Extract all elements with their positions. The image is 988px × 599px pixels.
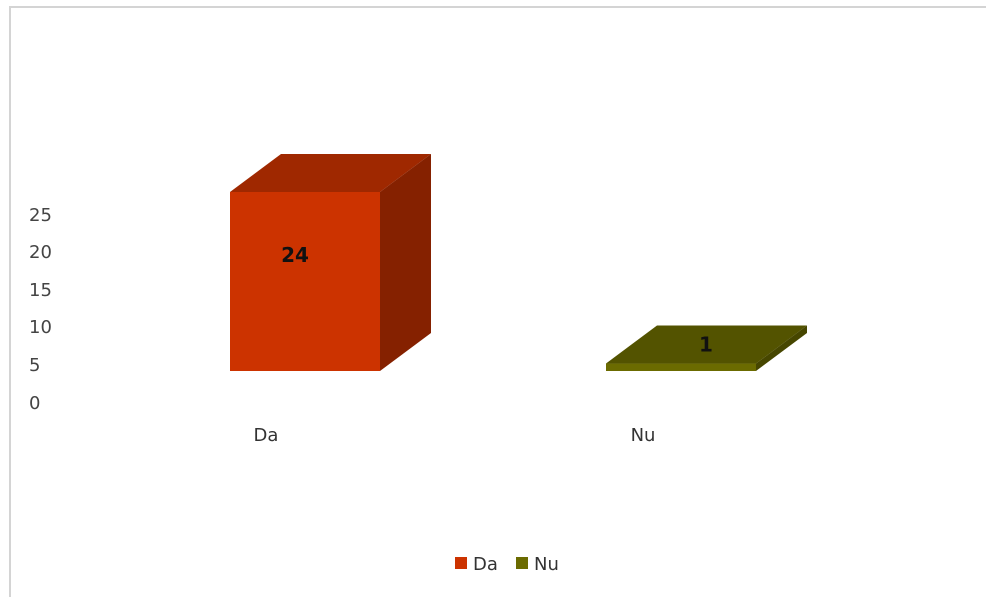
legend-label: Nu — [534, 554, 559, 575]
y-tick-label: 10 — [29, 317, 52, 338]
data-label: 1 — [699, 333, 713, 357]
legend-swatch — [455, 557, 467, 569]
chart-frame — [9, 6, 986, 597]
legend-item-nu: Nu — [516, 554, 559, 575]
bars: 24 1 — [230, 153, 807, 371]
bar-top-face — [606, 325, 807, 364]
y-tick-label: 25 — [29, 205, 52, 226]
bar-top-face — [230, 153, 431, 192]
x-axis: Da Nu — [254, 425, 656, 446]
bar-side-face — [380, 153, 431, 371]
y-tick-label: 5 — [29, 355, 40, 376]
legend-label: Da — [473, 554, 498, 575]
bar-side-face — [756, 325, 807, 371]
y-axis: 0 5 10 15 20 25 — [29, 205, 52, 414]
bar-front-face — [230, 191, 380, 371]
y-tick-label: 20 — [29, 242, 52, 263]
bar-da: 24 — [230, 153, 431, 371]
legend-swatch — [516, 557, 528, 569]
x-tick-label: Da — [254, 425, 279, 446]
y-tick-label: 15 — [29, 280, 52, 301]
x-tick-label: Nu — [631, 425, 656, 446]
bar-nu: 1 — [606, 325, 807, 371]
y-tick-label: 0 — [29, 393, 40, 414]
bar-front-face — [606, 363, 756, 371]
legend: Da Nu — [455, 554, 559, 575]
data-label: 24 — [281, 243, 309, 267]
legend-item-da: Da — [455, 554, 498, 575]
